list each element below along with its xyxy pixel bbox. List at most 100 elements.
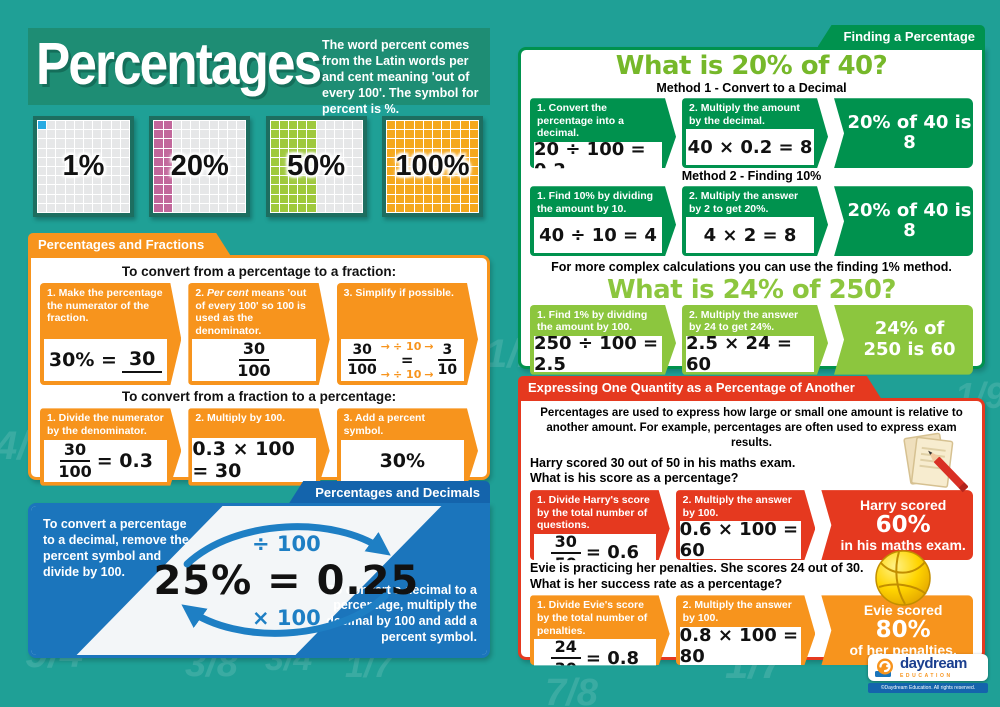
math-rhs: = 0.8	[585, 647, 640, 669]
method2-result: 20% of 40 is 8	[834, 186, 973, 257]
decimals-left-text: To convert a percentage to a decimal, re…	[43, 517, 189, 579]
method1-step-1: 1. Convert the percentage into a decimal…	[530, 98, 676, 168]
step-label: 2. Multiply the answer by 100.	[682, 494, 792, 519]
decimals-equation: 25% = 0.25	[153, 557, 420, 604]
simplify-operations: → ÷ 10 → = → ÷ 10 →	[381, 341, 434, 380]
step-label: 2. Per cent means 'out of every 100' so …	[195, 287, 307, 337]
one-percent-method-note: For more complex calculations you can us…	[551, 260, 952, 275]
fraction: 30 100	[58, 439, 92, 481]
decimals-section-tab: Percentages and Decimals	[289, 481, 490, 503]
step-label: 1. Find 1% by dividing the amount by 100…	[537, 308, 648, 334]
question-24pct-of-250: What is 24% of 250?	[606, 275, 897, 306]
multiply-by-100-label: × 100	[251, 605, 321, 630]
question-20pct-of-40: What is 20% of 40?	[615, 51, 888, 81]
to-percentage-step-3: 3. Add a percent symbol. 30%	[337, 408, 478, 485]
to-percentage-step-2: 2. Multiply by 100. 0.3 × 100 = 30	[188, 408, 329, 485]
to-fraction-step-3: 3. Simplify if possible. 30 100 → ÷ 10 → = …	[337, 283, 478, 385]
fraction: 24 30	[551, 639, 581, 677]
finding-section-tab: Finding a Percentage	[817, 25, 985, 47]
step-math: 0.8 × 100 = 80	[680, 627, 802, 665]
method1-steps: 1. Convert the percentage into a decimal…	[530, 98, 973, 168]
math-rhs: = 0.3	[96, 449, 153, 472]
divide-by-100-label: ÷ 100	[251, 531, 321, 556]
step-label: 2. Multiply by 100.	[195, 412, 286, 425]
fractions-panel: To convert from a percentage to a fracti…	[28, 255, 490, 480]
fraction-from: 30 100	[347, 342, 377, 379]
q2-step-1: 1. Find 1% by dividing the amount by 100…	[530, 305, 676, 375]
to-fraction-steps: 1. Make the percentage the numerator of …	[40, 283, 478, 385]
to-fraction-heading: To convert from a percentage to a fracti…	[121, 264, 397, 279]
divide-arrow-bottom: → ÷ 10 →	[380, 367, 434, 381]
method2-step-2: 2. Multiply the answer by 2 to get 20%. …	[682, 186, 828, 256]
daydream-logo: daydream EDUCATION	[868, 654, 988, 681]
to-fraction-step-1: 1. Make the percentage the numerator of …	[40, 283, 181, 385]
method2-step-1: 1. Find 10% by dividing the amount by 10…	[530, 186, 676, 256]
decimals-equation-group: ÷ 100 25% = 0.25 × 100	[153, 522, 420, 637]
grid-cells-20pct	[154, 121, 246, 212]
step-math: 30 100	[192, 339, 315, 381]
to-percentage-step-1: 1. Divide the numerator by the denominat…	[40, 408, 181, 485]
grid-square-1pct: 1%	[33, 116, 134, 217]
expressing-section-tab: Expressing One Quantity as a Percentage …	[518, 376, 881, 398]
step-math: 250 ÷ 100 = 2.5	[534, 336, 662, 372]
step-label: 3. Simplify if possible.	[343, 287, 454, 299]
percent-grids-row: 1% 20% 50% 100%	[33, 116, 483, 217]
to-percentage-heading: To convert from a fraction to a percenta…	[121, 389, 397, 405]
step-label: 1. Divide Harry's score by the total num…	[537, 494, 650, 532]
method2-steps: 1. Find 10% by dividing the amount by 10…	[530, 186, 973, 257]
grid-label-1pct: 1%	[62, 150, 105, 182]
divide-arrow-top: → ÷ 10 →	[380, 339, 434, 353]
harry-step-2: 2. Multiply the answer by 100. 0.6 × 100…	[676, 490, 816, 560]
multiply-arc-arrow-icon	[181, 592, 389, 637]
fraction-to: 3 10	[437, 342, 458, 379]
grid-square-50pct: 50%	[265, 116, 367, 217]
step-label: 1. Convert the percentage into a decimal…	[537, 102, 624, 140]
step-math: 30 100 = 0.3	[44, 440, 167, 482]
brand-subtitle: EDUCATION	[900, 672, 953, 679]
step-math: 0.3 × 100 = 30	[192, 438, 315, 482]
step-label: 1. Make the percentage the numerator of …	[47, 287, 163, 325]
finding-panel: What is 20% of 40? Method 1 - Convert to…	[518, 47, 985, 369]
harry-result: Harry scored 60% in his maths exam.	[821, 490, 974, 561]
grid-cells-1pct	[38, 121, 129, 212]
step-math: 40 ÷ 10 = 4	[534, 217, 662, 253]
grid-cells-100pct	[386, 121, 478, 212]
step-math: 0.6 × 100 = 60	[680, 521, 802, 559]
q2-steps: 1. Find 1% by dividing the amount by 100…	[530, 304, 973, 375]
evie-step-1: 1. Divide Evie's score by the total numb…	[530, 595, 670, 665]
step-math: 2.5 × 24 = 60	[686, 336, 814, 372]
q2-result: 24% of 250 is 60	[834, 304, 973, 375]
harry-question: Harry scored 30 out of 50 in his maths e…	[530, 455, 796, 486]
expressing-panel: Percentages are used to express how larg…	[518, 398, 985, 660]
q2-step-2: 2. Multiply the answer by 24 to get 24%.…	[682, 305, 828, 375]
football-icon	[875, 550, 931, 606]
expressing-intro: Percentages are used to express how larg…	[540, 407, 963, 449]
title-band: Percentages The word percent comes from …	[28, 28, 490, 116]
decimals-panel: To convert a percentage to a decimal, re…	[28, 503, 490, 658]
exam-paper-pencil-icon	[903, 432, 968, 493]
step-math: 30 100 → ÷ 10 → = → ÷ 10 → 3 10	[341, 339, 464, 381]
method1-result: 20% of 40 is 8	[834, 98, 973, 169]
to-fraction-step-2: 2. Per cent means 'out of every 100' so …	[188, 283, 329, 385]
daydream-logo-icon	[875, 658, 893, 677]
step-math: 30% = 30	[44, 339, 167, 381]
step-label: 2. Multiply the answer by 24 to get 24%.	[689, 308, 799, 334]
equals-sign: =	[400, 350, 414, 369]
harry-steps: 1. Divide Harry's score by the total num…	[530, 490, 974, 561]
step-math: 4 × 2 = 8	[686, 217, 814, 253]
math-underlined: 30	[122, 348, 162, 373]
step-math: 30%	[341, 440, 464, 482]
grid-cells-50pct	[270, 121, 362, 212]
grid-label-50pct: 50%	[287, 150, 346, 182]
grid-square-100pct: 100%	[381, 116, 483, 217]
math-rhs: = 0.6	[585, 542, 640, 564]
step-label: 1. Divide Evie's score by the total numb…	[537, 599, 648, 637]
step-label: 1. Find 10% by dividing the amount by 10…	[537, 190, 654, 215]
step-math: 24 30 = 0.8	[534, 639, 656, 677]
fraction: 30 100	[237, 339, 271, 381]
harry-step-1: 1. Divide Harry's score by the total num…	[530, 490, 670, 560]
poster-title: Percentages	[36, 31, 322, 98]
result-line: 250 is 60	[863, 338, 956, 360]
step-label: 3. Add a percent symbol.	[343, 412, 425, 437]
